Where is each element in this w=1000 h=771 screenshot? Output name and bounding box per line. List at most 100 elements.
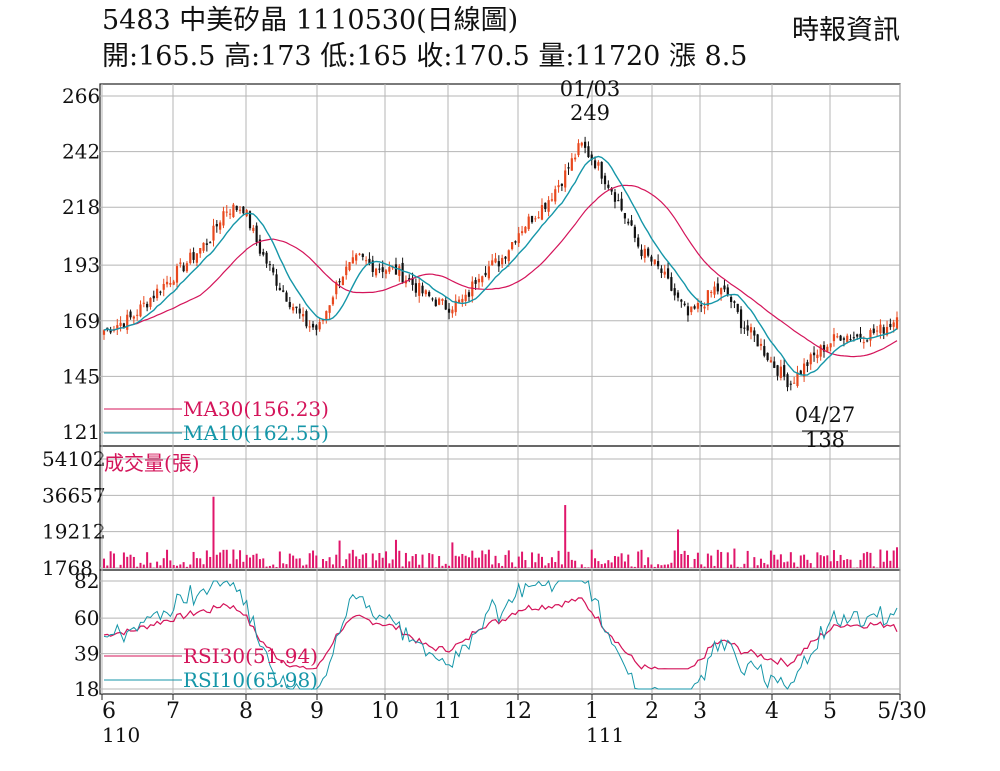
volume-bar	[199, 558, 202, 568]
volume-bar	[375, 560, 378, 568]
candle-body	[282, 290, 285, 292]
candle-body	[172, 281, 175, 285]
year-label: 110	[102, 723, 140, 747]
candle-body	[258, 239, 262, 254]
candle-body	[288, 302, 291, 308]
candle-body	[447, 308, 451, 313]
candle-body	[520, 231, 524, 234]
volume-bar	[534, 562, 537, 568]
candle-body	[514, 241, 517, 243]
volume-bar	[381, 557, 384, 568]
volume-bar	[763, 562, 766, 568]
candle-body	[146, 303, 149, 308]
volume-bar	[892, 550, 895, 568]
candle-body	[756, 334, 759, 347]
volume-bar	[232, 549, 235, 568]
volume-bar	[189, 564, 192, 568]
candle-body	[812, 352, 816, 356]
volume-bar	[404, 552, 407, 568]
candle-body	[368, 258, 371, 264]
volume-bar	[146, 552, 149, 568]
volume-bar	[136, 566, 139, 568]
volume-bar	[394, 539, 397, 568]
candle-body	[477, 278, 481, 283]
volume-bar	[229, 563, 232, 568]
candle-body	[335, 282, 338, 295]
candle-body	[252, 227, 255, 231]
candle-body	[597, 162, 600, 166]
volume-bar	[696, 552, 699, 568]
volume-bar	[484, 554, 487, 568]
candle-body	[484, 272, 487, 276]
volume-bar	[637, 551, 640, 568]
candle-body	[454, 300, 457, 313]
low-date-label: 04/27	[795, 403, 856, 427]
candle-body	[846, 335, 849, 343]
volume-bar	[477, 557, 480, 568]
candle-body	[620, 198, 623, 211]
candle-body	[537, 217, 540, 219]
volume-bar	[501, 565, 504, 568]
volume-bar	[540, 556, 543, 568]
candle-body	[321, 319, 325, 322]
volume-bar	[126, 556, 129, 568]
rsi-tick-label: 39	[74, 642, 99, 666]
candle-body	[275, 274, 278, 286]
candle-body	[603, 175, 607, 185]
rsi-tick-label: 18	[74, 677, 99, 701]
x-tick-label: 4	[765, 699, 779, 724]
candle-body	[793, 382, 796, 384]
volume-bar	[803, 554, 806, 568]
volume-bar	[856, 567, 859, 568]
candle-body	[431, 298, 434, 300]
candle-body	[228, 213, 232, 215]
volume-bar	[799, 555, 802, 568]
volume-bar	[275, 567, 278, 568]
volume-bar	[521, 551, 524, 568]
volume-bar	[673, 550, 676, 568]
candle-body	[650, 256, 653, 262]
volume-bar	[766, 564, 769, 568]
volume-bar	[106, 565, 109, 568]
candle-body	[776, 365, 779, 376]
volume-bar	[215, 554, 218, 568]
candle-body	[192, 252, 195, 260]
volume-bar	[331, 564, 334, 568]
volume-bar	[733, 548, 736, 568]
volume-bar	[185, 566, 188, 568]
volume-bar	[441, 565, 444, 568]
candle-body	[889, 323, 892, 328]
candle-body	[122, 323, 126, 328]
candle-body	[726, 287, 729, 296]
candle-body	[414, 283, 417, 293]
volume-bar	[862, 553, 865, 568]
candle-body	[481, 276, 484, 283]
candle-body	[497, 261, 500, 267]
volume-bar	[258, 559, 261, 568]
volume-bar	[677, 529, 680, 568]
volume-bar	[212, 496, 215, 568]
volume-bar	[889, 560, 892, 568]
candle-body	[524, 226, 527, 233]
volume-bar	[119, 564, 122, 568]
volume-bar	[285, 564, 288, 568]
volume-bar	[531, 552, 534, 568]
rsi30-legend-label: RSI30(51.94)	[183, 644, 318, 668]
candle-body	[564, 170, 567, 188]
volume-bar	[882, 561, 885, 568]
volume-bar	[832, 550, 835, 568]
volume-bar	[172, 565, 175, 568]
volume-bar	[554, 562, 557, 568]
candle-body	[325, 311, 328, 320]
volume-bar	[295, 558, 298, 568]
candle-body	[358, 253, 361, 255]
candle-body	[202, 242, 205, 251]
candle-body	[142, 302, 145, 304]
volume-bar	[657, 564, 660, 568]
volume-bar	[338, 540, 341, 568]
candle-body	[802, 363, 806, 377]
candle-body	[401, 262, 404, 283]
candle-body	[657, 261, 660, 267]
volume-bar	[109, 551, 112, 568]
volume-bar	[451, 542, 454, 568]
